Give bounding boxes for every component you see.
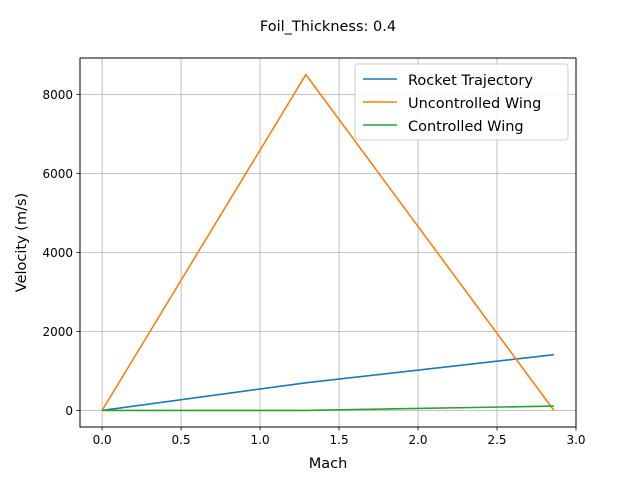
legend-box <box>354 63 569 141</box>
y-tick-label: 6000 <box>42 167 73 181</box>
x-tick-label: 0.0 <box>93 433 112 447</box>
chart-title: Foil_Thickness: 0.4 <box>260 19 396 35</box>
x-tick-label: 3.0 <box>566 433 585 447</box>
series-line-rocket-trajectory <box>101 353 554 412</box>
x-axis-label: Mach <box>309 456 348 472</box>
legend-label-uncontrolled-wing: Uncontrolled Wing <box>408 96 541 112</box>
y-tick-label: 4000 <box>42 246 73 260</box>
series-line-controlled-wing <box>102 405 554 412</box>
x-tick-label: 0.5 <box>172 433 191 447</box>
y-tick-label: 2000 <box>42 325 73 339</box>
y-tick-label: 0 <box>65 404 73 418</box>
legend: Rocket Trajectory Uncontrolled Wing Cont… <box>354 63 569 141</box>
axis-ticks: 0.0 0.5 1.0 1.5 2.0 2.5 3.0 0 2000 4000 6000 8000 <box>42 88 585 447</box>
plot-frame <box>79 57 577 428</box>
x-tick-label: 2.0 <box>408 433 427 447</box>
x-tick-label: 1.5 <box>330 433 349 447</box>
series-layer <box>101 73 555 412</box>
y-axis-label: Velocity (m/s) <box>14 193 30 292</box>
x-tick-label: 1.0 <box>251 433 270 447</box>
series-line-uncontrolled-wing <box>101 73 555 411</box>
y-tick-label: 8000 <box>42 88 73 102</box>
x-tick-label: 2.5 <box>487 433 506 447</box>
legend-label-rocket-trajectory: Rocket Trajectory <box>408 73 533 89</box>
legend-label-controlled-wing: Controlled Wing <box>408 119 524 135</box>
